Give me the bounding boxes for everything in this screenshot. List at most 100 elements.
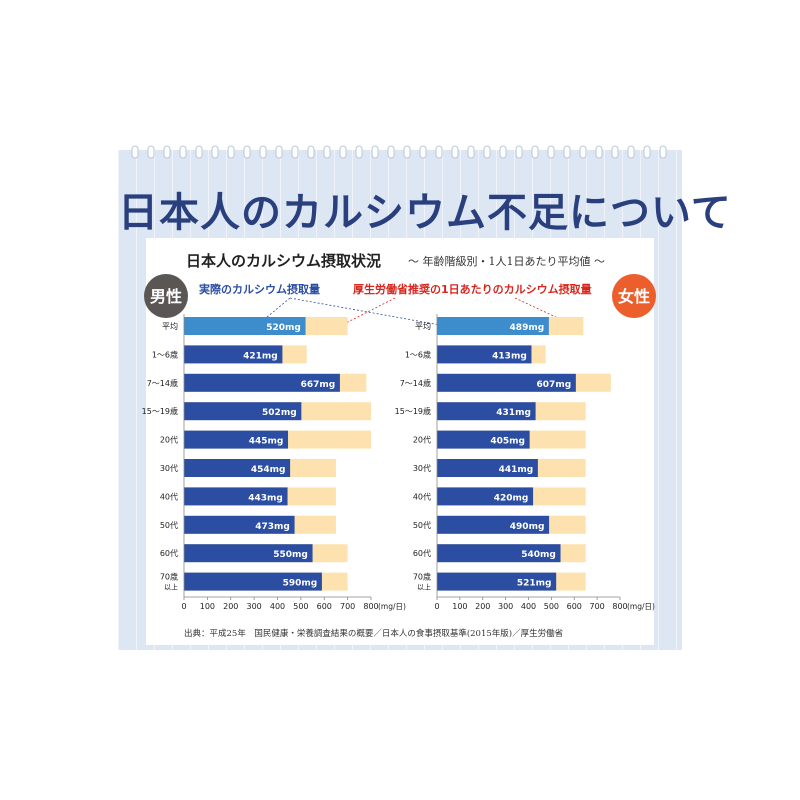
spiral-ring (147, 145, 155, 159)
spiral-ring (659, 145, 667, 159)
legend-pointer-recommended-female (514, 297, 576, 327)
male-x-tick-label: 500 (293, 602, 308, 611)
male-value-label: 502mg (262, 408, 297, 418)
male-x-tick-label: 200 (223, 602, 238, 611)
male-x-tick-label: 700 (340, 602, 355, 611)
female-category-label: 30代 (413, 463, 431, 473)
female-category-label: 50代 (413, 520, 431, 530)
male-category-label: 30代 (160, 463, 178, 473)
spiral-ring (531, 145, 539, 159)
female-bar-actual (437, 515, 550, 534)
spiral-ring (339, 145, 347, 159)
spiral-ring (547, 145, 555, 159)
spiral-ring (403, 145, 411, 159)
spiral-ring (179, 145, 187, 159)
male-badge (144, 274, 188, 318)
legend-pointer-actual-female (289, 297, 441, 326)
male-x-tick-label: 800 (363, 602, 378, 611)
male-bar-actual (184, 430, 289, 449)
female-x-tick-label: 800 (612, 602, 627, 611)
male-value-label: 454mg (251, 465, 286, 475)
spiral-ring (563, 145, 571, 159)
spiral-ring (131, 145, 139, 159)
spiral-ring (323, 145, 331, 159)
female-bar-actual (437, 459, 538, 477)
legend-recommended: 厚生労働省推奨の1日あたりのカルシウム摂取量 (353, 282, 592, 296)
male-category-label: 50代 (160, 520, 178, 530)
chart-subtitle: 〜 年齢階級別・1人1日あたり平均値 〜 (408, 254, 605, 268)
male-value-label: 421mg (243, 351, 278, 361)
male-category-label: 平均 (162, 321, 178, 331)
female-category-label: 15〜19歳 (395, 406, 431, 416)
spiral-ring (227, 145, 235, 159)
spiral-ring (387, 145, 395, 159)
male-bar-actual (184, 317, 306, 335)
female-value-label: 413mg (492, 351, 527, 361)
female-value-label: 441mg (499, 465, 534, 475)
female-value-label: 540mg (521, 550, 556, 560)
male-x-tick-label: 300 (246, 602, 261, 611)
female-x-tick-label: 400 (521, 602, 536, 611)
spiral-ring (259, 145, 267, 159)
female-category-label-sub: 以上 (417, 583, 431, 592)
male-x-tick-label: 100 (200, 602, 215, 611)
female-value-label: 490mg (510, 522, 545, 532)
male-value-label: 520mg (266, 323, 301, 333)
source-note: 出典：平成25年 国民健康・栄養調査結果の概要／日本人の食事摂取基準(2015年… (184, 628, 564, 639)
spiral-ring (355, 145, 363, 159)
female-bar-actual (437, 317, 549, 335)
male-unit-label: (mg/日) (378, 602, 406, 611)
spiral-ring (611, 145, 619, 159)
male-bar-actual (184, 345, 283, 364)
female-bar-actual (437, 487, 534, 506)
female-value-label: 420mg (494, 493, 529, 503)
spiral-ring (643, 145, 651, 159)
female-value-label: 521mg (517, 579, 552, 589)
spiral-ring (627, 145, 635, 159)
male-category-label: 70歳 (160, 572, 178, 582)
female-bar-actual (437, 430, 530, 449)
male-bar-actual (184, 515, 295, 534)
spiral-ring (435, 145, 443, 159)
male-x-tick-label: 0 (181, 602, 186, 611)
spiral-ring (291, 145, 299, 159)
male-category-label: 20代 (160, 435, 178, 445)
male-bar-actual (184, 459, 291, 477)
spiral-ring (483, 145, 491, 159)
male-value-label: 443mg (248, 493, 283, 503)
spiral-ring (579, 145, 587, 159)
female-x-tick-label: 700 (589, 602, 604, 611)
male-panel: 520mg 平均 421mg 1〜6歳 667mg 7〜14歳 502mg 15〜19歳 445… (142, 314, 406, 611)
male-category-label: 40代 (160, 491, 178, 501)
legend-actual: 実際のカルシウム摂取量 (199, 282, 320, 296)
spiral-ring (243, 145, 251, 159)
female-unit-label: (mg/日) (627, 602, 655, 611)
male-category-label: 60代 (160, 548, 178, 558)
chart-title: 日本人のカルシウム摂取状況 (186, 252, 381, 270)
female-x-tick-label: 200 (475, 602, 490, 611)
spiral-binding (131, 145, 667, 159)
male-value-label: 550mg (273, 550, 308, 560)
spiral-ring (515, 145, 523, 159)
male-value-label: 590mg (283, 579, 318, 589)
female-x-tick-label: 0 (434, 602, 439, 611)
spiral-ring (371, 145, 379, 159)
spiral-ring (307, 145, 315, 159)
female-badge-label: 女性 (618, 287, 650, 306)
female-bar-actual (437, 373, 576, 392)
male-value-label: 667mg (301, 380, 336, 390)
female-category-label: 1〜6歳 (405, 349, 431, 359)
female-bar-actual (437, 345, 532, 364)
male-value-label: 445mg (249, 437, 284, 447)
male-category-label: 1〜6歳 (152, 349, 178, 359)
female-category-label: 平均 (415, 321, 431, 331)
spiral-ring (195, 145, 203, 159)
male-x-tick-label: 400 (270, 602, 285, 611)
female-panel: 489mg 平均 413mg 1〜6歳 607mg 7〜14歳 431mg 15〜19歳 405… (395, 314, 655, 611)
male-badge-label: 男性 (150, 287, 182, 306)
spiral-ring (211, 145, 219, 159)
male-bar-actual (184, 373, 340, 392)
male-bar-actual (184, 402, 302, 421)
female-x-tick-label: 600 (567, 602, 582, 611)
